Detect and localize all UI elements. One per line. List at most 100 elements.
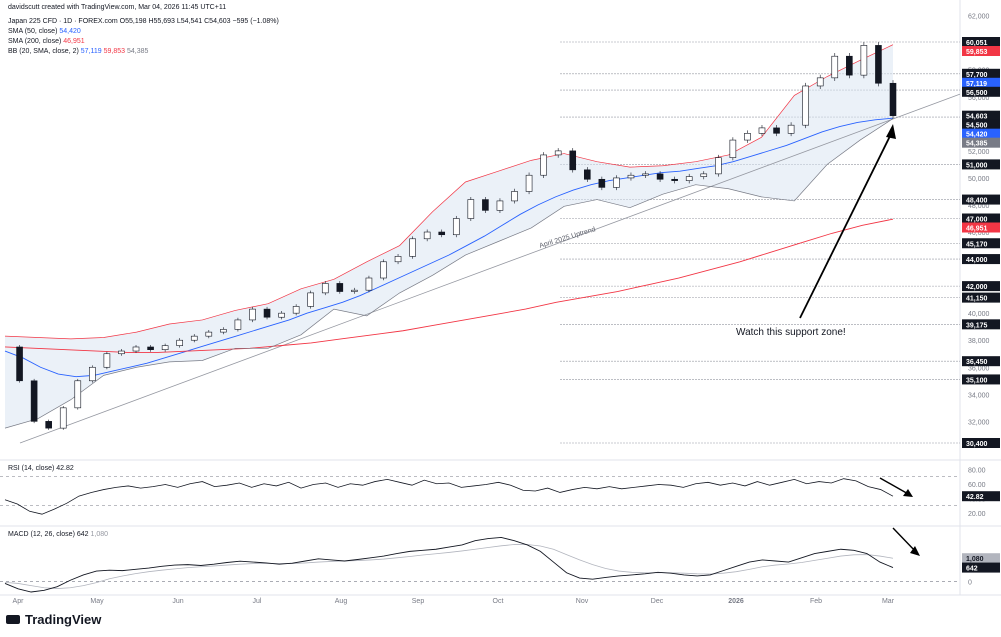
bb-upper-line bbox=[4, 44, 894, 340]
price-label-box bbox=[962, 194, 1000, 205]
price-label: 51,000 bbox=[966, 162, 988, 169]
candle-body bbox=[74, 380, 82, 409]
candle-body bbox=[715, 157, 722, 175]
candle-body bbox=[161, 345, 169, 350]
price-label: 57,119 bbox=[966, 81, 987, 88]
rsi-value-label: 42.82 bbox=[966, 494, 984, 501]
price-label: 44,000 bbox=[966, 257, 988, 264]
candle-body bbox=[45, 421, 52, 429]
price-label-box bbox=[962, 374, 1000, 385]
price-label: 54,385 bbox=[966, 141, 988, 148]
candle-body bbox=[875, 45, 882, 84]
candle-body bbox=[234, 319, 242, 330]
bb-lower-value: 54,385 bbox=[126, 48, 149, 55]
candle-body bbox=[540, 154, 547, 176]
annotation-text: Watch this support zone! bbox=[736, 327, 846, 338]
price-label-box bbox=[962, 438, 1000, 448]
candle-body bbox=[118, 350, 125, 355]
rsi-line bbox=[4, 478, 894, 515]
sma50-line bbox=[4, 117, 894, 378]
price-label-box bbox=[962, 159, 1000, 170]
candle-body bbox=[846, 55, 853, 76]
candle-body bbox=[773, 127, 780, 134]
time-axis-tick: Nov bbox=[576, 598, 589, 605]
price-label-box bbox=[962, 319, 1000, 330]
sma200-legend[interactable]: SMA (200, close) 46,951 bbox=[8, 38, 85, 45]
price-label: 46,951 bbox=[966, 226, 988, 233]
candle-body bbox=[525, 174, 533, 192]
time-axis-tick: Jun bbox=[172, 598, 183, 605]
candle-body bbox=[89, 366, 96, 382]
time-axis-tick: 2026 bbox=[728, 598, 744, 605]
rsi-legend[interactable]: RSI (14, close) 42.82 bbox=[8, 465, 74, 472]
candle-body bbox=[132, 346, 140, 352]
macd-signal-line bbox=[4, 544, 894, 589]
price-label: 54,420 bbox=[966, 132, 988, 139]
candle-body bbox=[656, 173, 664, 180]
rsi-value: 42.82 bbox=[56, 465, 74, 472]
sma50-legend[interactable]: SMA (50, close) 54,420 bbox=[8, 28, 81, 35]
ohlc-values: O55,198 H55,693 L54,541 C54,603 −595 (−1… bbox=[119, 18, 279, 25]
bb-legend[interactable]: BB (20, SMA, close, 2) 57,119 59,853 54,… bbox=[8, 48, 148, 55]
time-axis-tick: Sep bbox=[412, 598, 425, 605]
price-axis-tick: 46,000 bbox=[968, 230, 990, 237]
bb-basis-value: 57,119 bbox=[80, 48, 102, 55]
candle-body bbox=[30, 380, 38, 422]
candle-body bbox=[263, 308, 271, 318]
price-axis-tick: 48,000 bbox=[968, 203, 990, 210]
price-label-box bbox=[962, 238, 1000, 249]
candle-body bbox=[365, 277, 373, 291]
candle-body bbox=[452, 218, 460, 236]
price-label: 54,603 bbox=[966, 114, 988, 121]
uptrend-line bbox=[19, 93, 961, 444]
symbol-line: Japan 225 CFD · 1D · FOREX.com O55,198 H… bbox=[8, 18, 279, 25]
rsi-arrowhead bbox=[903, 489, 913, 497]
candle-body bbox=[249, 308, 256, 321]
price-label: 36,450 bbox=[966, 359, 988, 366]
price-label-box bbox=[962, 46, 1000, 56]
candle-body bbox=[321, 283, 329, 294]
rsi-label: RSI (14, close) bbox=[8, 465, 55, 472]
rsi-value-box bbox=[962, 491, 1000, 502]
candle-body bbox=[482, 199, 489, 211]
brand-name: TradingView bbox=[25, 612, 102, 627]
candle-body bbox=[380, 261, 387, 279]
time-axis-tick: Aug bbox=[335, 598, 348, 605]
macd-legend[interactable]: MACD (12, 26, close) 642 1,080 bbox=[8, 531, 108, 538]
sma50-value: 54,420 bbox=[59, 28, 81, 35]
price-label-box bbox=[962, 86, 1000, 97]
candle-body bbox=[787, 124, 795, 134]
price-label: 39,175 bbox=[966, 322, 988, 329]
sma50-label: SMA (50, close) bbox=[8, 28, 58, 35]
price-label: 48,400 bbox=[966, 198, 988, 205]
candle-body bbox=[700, 173, 708, 177]
candle-body bbox=[642, 173, 649, 176]
price-label-box bbox=[962, 356, 1000, 367]
bb-upper-value: 59,853 bbox=[103, 48, 126, 55]
tradingview-logo[interactable]: TradingView bbox=[6, 612, 101, 627]
time-axis-tick: Feb bbox=[810, 598, 822, 605]
price-label: 45,170 bbox=[966, 241, 988, 248]
macd-arrowhead bbox=[910, 546, 920, 556]
macd-signal-box bbox=[962, 553, 1000, 564]
candles bbox=[16, 42, 897, 430]
candle-body bbox=[438, 231, 446, 236]
macd-value-label: 642 bbox=[966, 566, 978, 573]
candle-body bbox=[205, 331, 213, 337]
price-axis-tick: 34,000 bbox=[968, 392, 990, 399]
candle-body bbox=[511, 191, 518, 202]
candle-body bbox=[220, 329, 227, 333]
candle-body bbox=[569, 150, 577, 171]
price-label: 47,000 bbox=[966, 217, 988, 224]
candle-body bbox=[744, 133, 751, 141]
rsi-axis-tick: 60.00 bbox=[968, 482, 986, 489]
candle-body bbox=[278, 312, 285, 318]
candle-body bbox=[147, 346, 154, 350]
price-label-box bbox=[962, 119, 1000, 130]
candle-body bbox=[802, 85, 809, 126]
candle-body bbox=[613, 177, 620, 188]
candle-body bbox=[190, 335, 198, 341]
price-label-box bbox=[962, 292, 1000, 303]
macd-label: MACD (12, 26, close) bbox=[8, 531, 75, 538]
rsi-axis-tick: 20.00 bbox=[968, 511, 986, 518]
